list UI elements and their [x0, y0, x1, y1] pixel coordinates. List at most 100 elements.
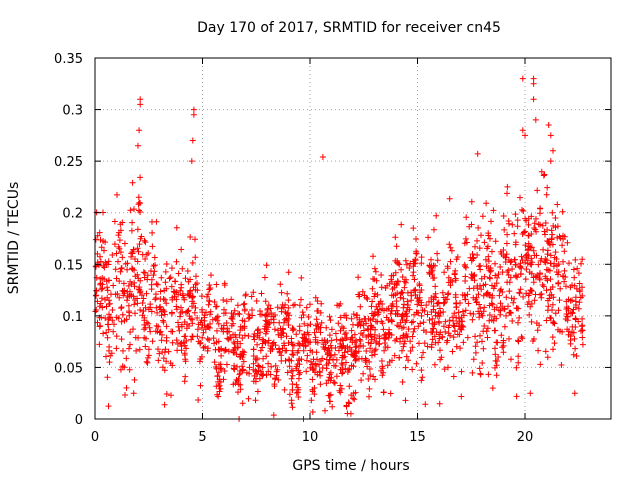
- data-point: [173, 296, 180, 303]
- data-point: [136, 127, 143, 134]
- data-point: [140, 295, 147, 302]
- data-point: [314, 321, 321, 328]
- data-point: [325, 360, 332, 367]
- data-point: [181, 333, 188, 340]
- data-point: [308, 397, 315, 404]
- data-point: [111, 321, 117, 328]
- data-point: [429, 315, 436, 322]
- data-point: [221, 368, 228, 374]
- data-point: [335, 320, 342, 327]
- data-point: [179, 265, 186, 272]
- data-point: [302, 342, 309, 349]
- data-point: [543, 275, 550, 282]
- data-point: [403, 353, 410, 360]
- data-point: [397, 335, 404, 342]
- data-point: [124, 297, 130, 304]
- data-point: [272, 342, 279, 349]
- data-point: [284, 317, 291, 324]
- data-point: [408, 319, 415, 326]
- data-point: [337, 343, 344, 350]
- data-point: [298, 314, 305, 321]
- data-point: [335, 347, 342, 354]
- data-point: [289, 404, 296, 411]
- data-point: [211, 359, 218, 366]
- data-point: [163, 300, 170, 307]
- data-point: [567, 340, 574, 347]
- data-point: [123, 355, 130, 362]
- data-point: [139, 300, 146, 306]
- data-point: [485, 230, 492, 237]
- data-point: [462, 273, 469, 280]
- data-point: [470, 254, 477, 261]
- data-point: [270, 412, 277, 419]
- data-point: [143, 358, 150, 365]
- data-point: [492, 238, 499, 245]
- data-point: [384, 282, 391, 289]
- data-point: [289, 381, 296, 388]
- data-point: [97, 258, 104, 265]
- data-point: [110, 328, 117, 335]
- data-point: [474, 283, 481, 289]
- data-point: [476, 245, 483, 252]
- data-point: [533, 228, 540, 235]
- x-tick-label: 5: [198, 430, 206, 445]
- data-point: [367, 317, 374, 324]
- data-point: [281, 340, 287, 347]
- data-point: [381, 340, 388, 346]
- data-point: [177, 309, 184, 316]
- data-point: [326, 398, 333, 405]
- data-point: [501, 323, 508, 330]
- data-point: [155, 346, 161, 353]
- data-point: [246, 364, 253, 371]
- data-point: [541, 258, 548, 265]
- data-point: [481, 304, 488, 311]
- data-point: [115, 258, 121, 265]
- data-point: [193, 273, 199, 280]
- data-point: [359, 288, 366, 295]
- x-tick-label: 0: [91, 430, 99, 445]
- data-point: [240, 367, 246, 374]
- data-point: [506, 220, 512, 227]
- data-point: [528, 318, 535, 325]
- data-point: [479, 312, 486, 319]
- data-point: [122, 392, 128, 398]
- data-point: [370, 253, 376, 260]
- data-point: [208, 272, 214, 279]
- data-point: [334, 302, 341, 309]
- data-point: [263, 372, 270, 379]
- data-point: [270, 319, 277, 326]
- data-point: [189, 137, 196, 144]
- data-point: [161, 401, 168, 408]
- data-point: [403, 308, 410, 315]
- data-point: [104, 284, 111, 291]
- data-point: [384, 362, 391, 369]
- data-point: [235, 381, 242, 388]
- data-point: [493, 315, 500, 322]
- data-point: [371, 347, 378, 354]
- data-point: [494, 274, 501, 281]
- data-point: [555, 326, 561, 333]
- data-point: [415, 323, 422, 330]
- data-point: [192, 304, 199, 311]
- data-point: [421, 340, 428, 347]
- data-point: [342, 335, 349, 342]
- data-point: [524, 260, 531, 267]
- data-point: [433, 212, 440, 219]
- data-point: [268, 363, 275, 370]
- data-point: [363, 320, 370, 327]
- data-point: [407, 348, 414, 354]
- data-point: [374, 318, 381, 325]
- y-tick-label: 0.15: [54, 258, 83, 273]
- data-point: [166, 275, 173, 282]
- data-point: [446, 241, 453, 248]
- data-point: [563, 306, 570, 312]
- data-point: [570, 306, 577, 313]
- data-point: [453, 256, 460, 263]
- data-point: [173, 337, 180, 344]
- data-point: [174, 341, 181, 347]
- data-point: [560, 258, 566, 265]
- data-point: [303, 368, 310, 375]
- data-point: [373, 277, 380, 284]
- data-point: [515, 338, 522, 345]
- data-point: [98, 295, 105, 302]
